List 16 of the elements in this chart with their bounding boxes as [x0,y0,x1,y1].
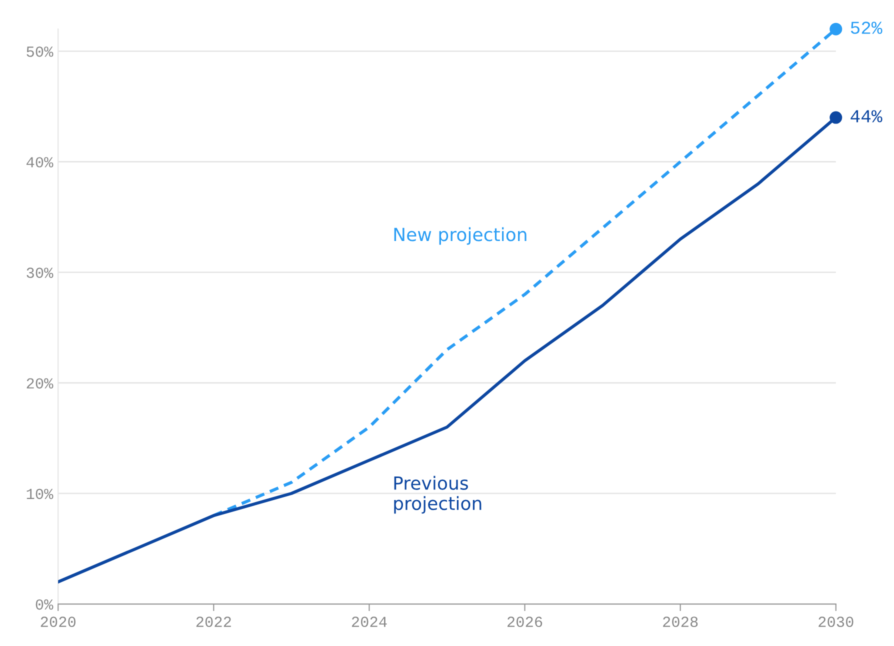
x-tick-label: 2030 [818,616,854,628]
x-tick-label: 2024 [352,616,387,628]
y-tick-label: 50% [26,46,54,57]
x-tick-label: 2028 [663,616,698,628]
y-tick-label: 40% [26,157,54,168]
x-tick-label: 2022 [196,616,231,628]
series-label: Previous projection [394,476,482,514]
y-tick-label: 10% [26,488,54,500]
y-tick-label: 30% [26,268,54,278]
data-label: 44% [850,110,882,122]
y-tick-label: 0% [36,599,54,610]
y-tick-label: 20% [26,378,54,389]
x-tick-label: 2020 [40,616,76,628]
text: New projection [394,227,526,245]
x-tick-label: 2026 [508,616,542,628]
data-label: 52% [850,22,882,34]
